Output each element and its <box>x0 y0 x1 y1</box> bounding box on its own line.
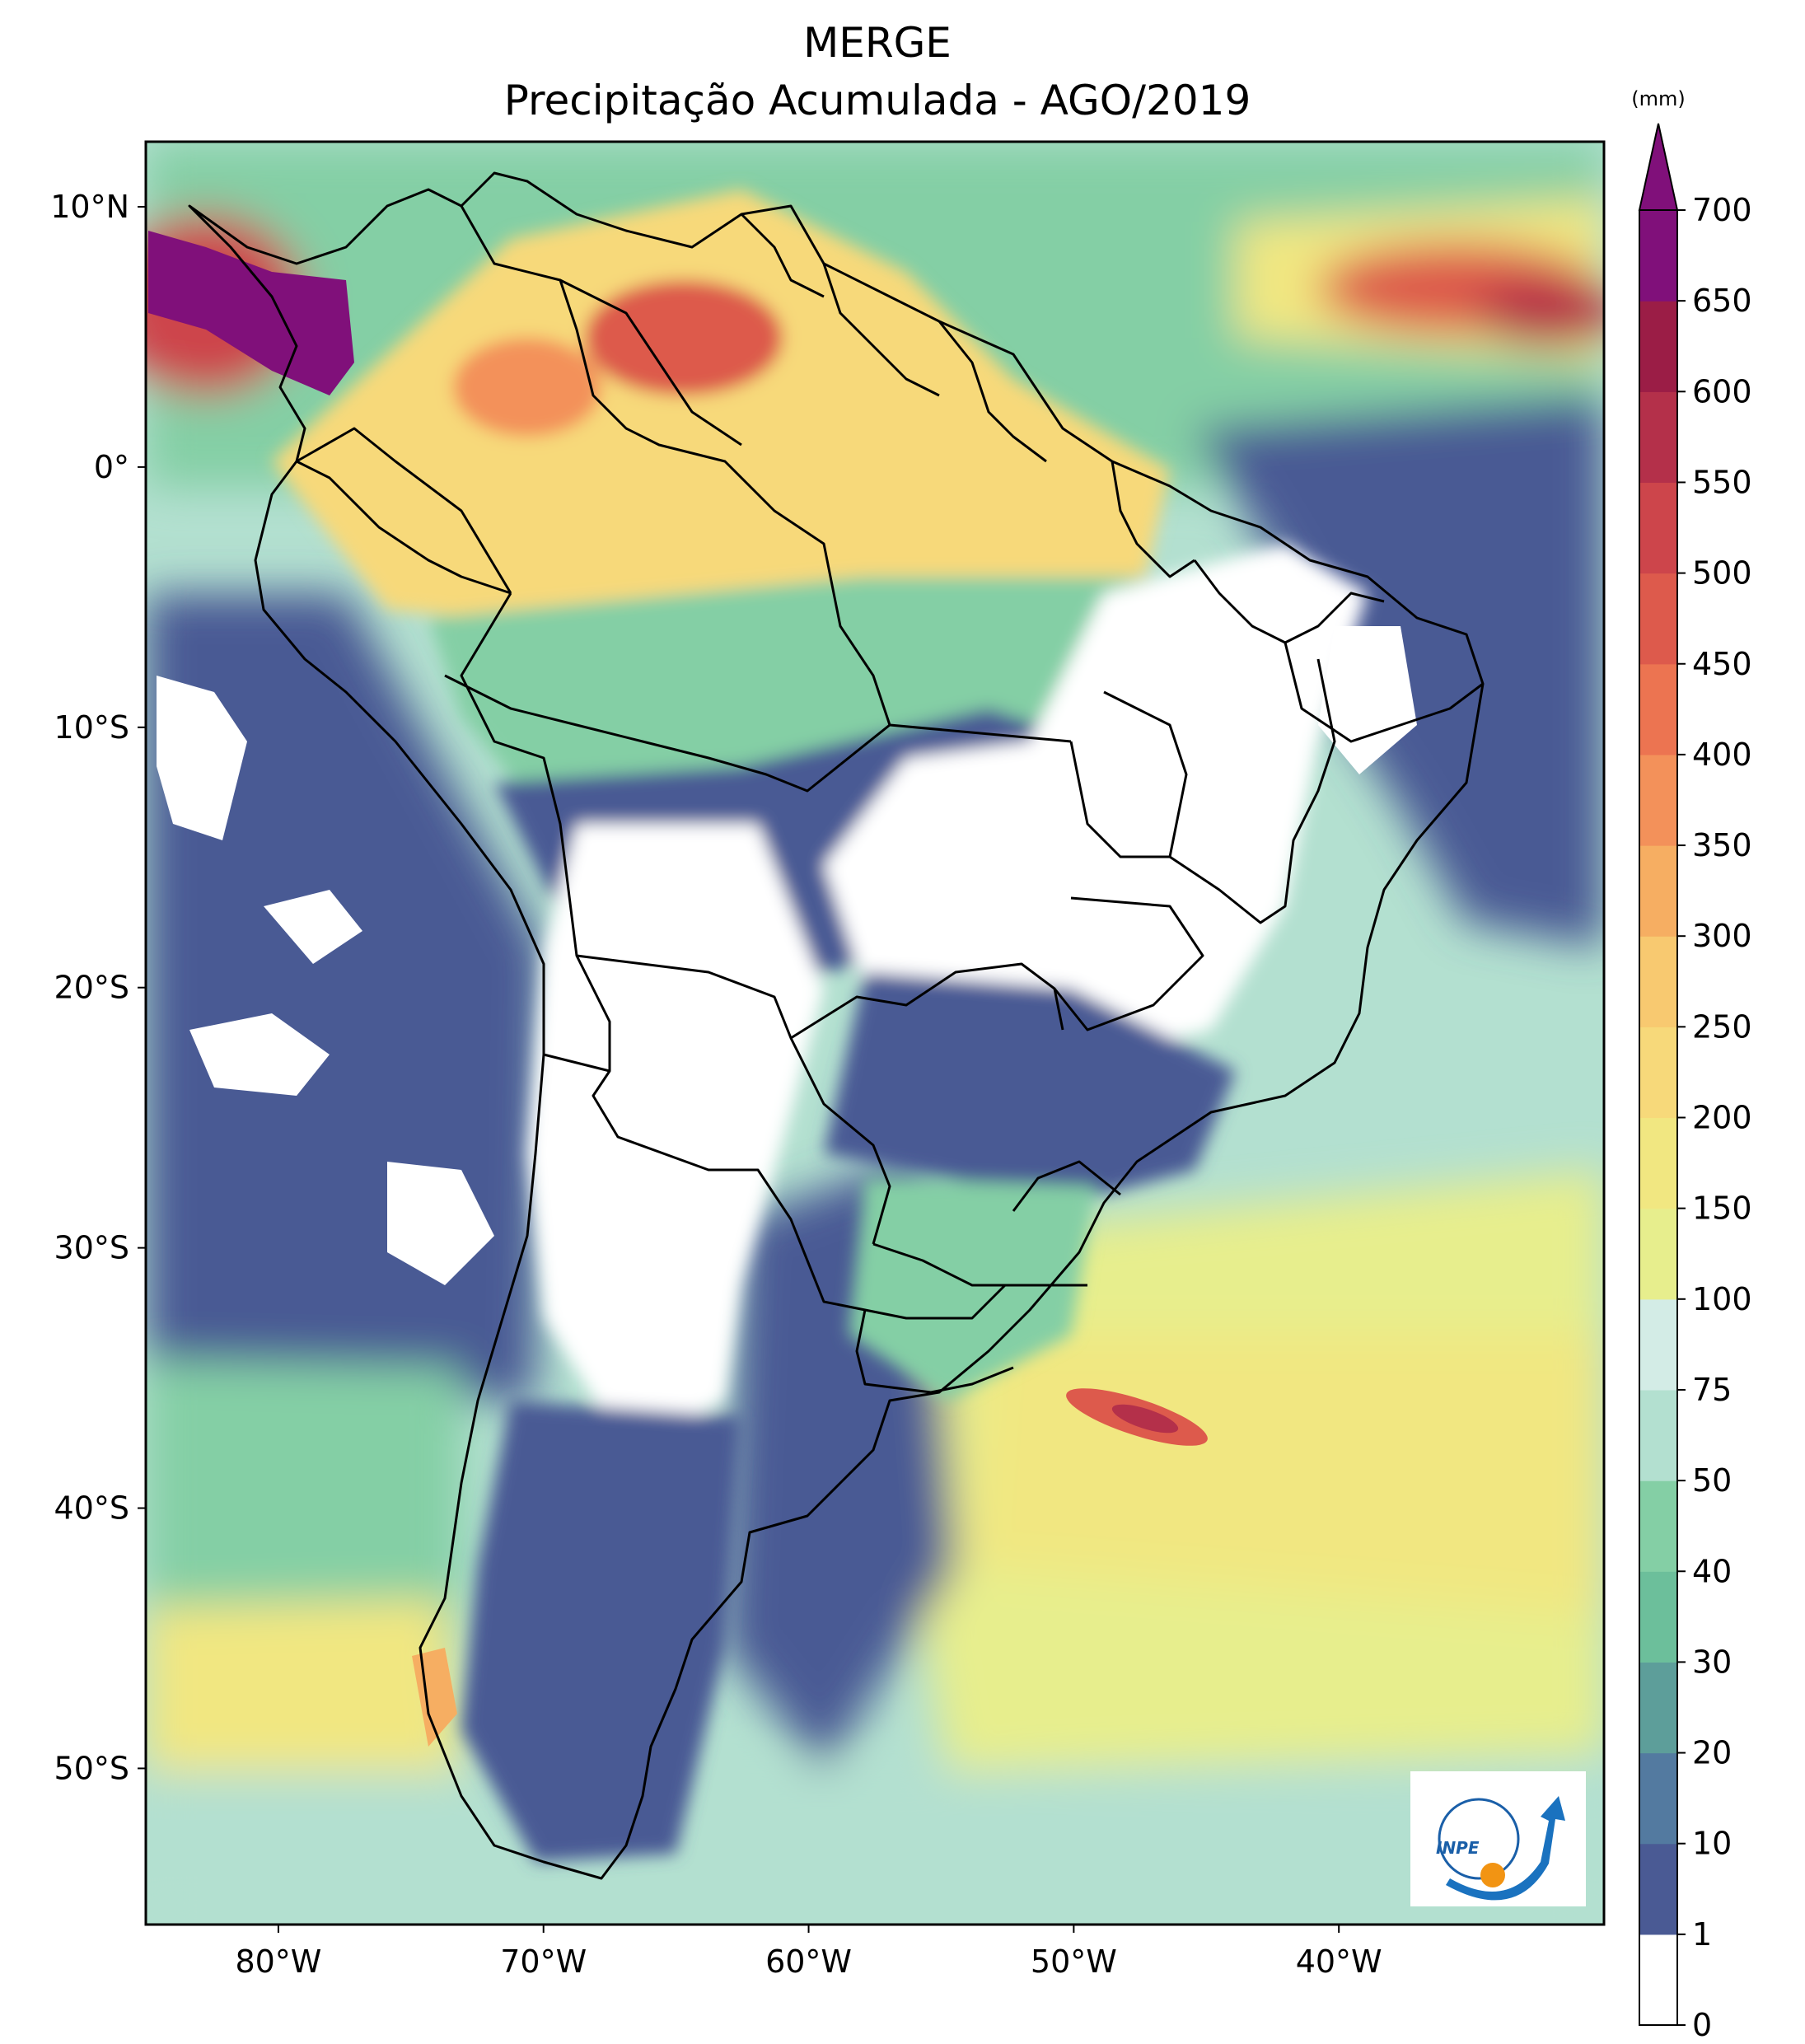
colorbar-segment <box>1639 1208 1677 1300</box>
colorbar-segment <box>1639 482 1677 574</box>
colorbar-segment <box>1639 1027 1677 1119</box>
colorbar-tick-label: 20 <box>1692 1735 1732 1771</box>
colorbar-tick-label: 100 <box>1692 1281 1752 1317</box>
lon-tick-label: 60°W <box>765 1943 852 1980</box>
colorbar-tick-label: 300 <box>1692 918 1752 954</box>
colorbar-segment <box>1639 1843 1677 1935</box>
colorbar-segment <box>1639 391 1677 484</box>
colorbar-segment <box>1639 936 1677 1027</box>
lon-tick-label: 40°W <box>1296 1943 1382 1980</box>
arrow-swoosh-icon <box>1446 1796 1565 1901</box>
lat-tick-label: 0° <box>94 449 129 485</box>
lat-tick-label: 50°S <box>54 1750 129 1786</box>
colorbar-segment <box>1639 1389 1677 1481</box>
colorbar-segment <box>1639 210 1677 302</box>
lat-tick-label: 20°S <box>54 970 129 1006</box>
latitude-ticks: 10°N 0° 10°S 20°S 30°S 40°S 50°S <box>50 189 146 1786</box>
colorbar-tick-label: 30 <box>1692 1644 1732 1680</box>
orbit-ring-icon <box>1438 1798 1520 1880</box>
colorbar-tick-label: 1 <box>1692 1916 1712 1953</box>
colorbar-tick-label: 350 <box>1692 827 1752 863</box>
lon-tick-label: 50°W <box>1031 1943 1117 1980</box>
lat-tick-label: 40°S <box>54 1490 129 1527</box>
colorbar-tick-label: 50 <box>1692 1462 1732 1499</box>
longitude-ticks: 80°W 70°W 60°W 50°W 40°W <box>235 1925 1382 1980</box>
lon-tick-label: 80°W <box>235 1943 321 1980</box>
colorbar-tick-label: 10 <box>1692 1826 1732 1862</box>
colorbar-segment <box>1639 754 1677 846</box>
colorbar-segment <box>1639 1298 1677 1391</box>
colorbar-tick-label: 0 <box>1692 2007 1712 2043</box>
colorbar-segment <box>1639 1752 1677 1845</box>
colorbar-tick-label: 450 <box>1692 646 1752 682</box>
colorbar-tick-label: 500 <box>1692 555 1752 592</box>
colorbar-segment <box>1639 1571 1677 1663</box>
title-line2: Precipitação Acumulada - AGO/2019 <box>503 77 1251 124</box>
colorbar-tick-label: 150 <box>1692 1190 1752 1227</box>
colorbar-tick-label: 600 <box>1692 373 1752 409</box>
colorbar-segment <box>1639 1480 1677 1572</box>
colorbar-tick-label: 400 <box>1692 737 1752 773</box>
colorbar-unit: (mm) <box>1631 87 1685 110</box>
colorbar: 0 1 10 20 30 40 50 75 100 150 200 250 300 350 400 450 50… <box>1631 87 1751 2043</box>
lat-tick-label: 10°S <box>54 709 129 746</box>
logo-text: INPE <box>1436 1838 1480 1858</box>
colorbar-segment <box>1639 573 1677 665</box>
colorbar-tick-label: 75 <box>1692 1372 1732 1408</box>
lon-tick-label: 70°W <box>500 1943 587 1980</box>
colorbar-segment <box>1639 1934 1677 2026</box>
colorbar-tick-label: 550 <box>1692 464 1752 500</box>
colorbar-tick-label: 650 <box>1692 283 1752 319</box>
colorbar-tick-label: 40 <box>1692 1553 1732 1589</box>
colorbar-tick-label: 250 <box>1692 1008 1752 1045</box>
lat-tick-label: 10°N <box>50 189 129 225</box>
map-frame <box>144 140 1606 1926</box>
colorbar-tick-label: 200 <box>1692 1100 1752 1136</box>
title-line1: MERGE <box>803 19 952 67</box>
colorbar-segment <box>1639 1662 1677 1754</box>
colorbar-segment <box>1639 845 1677 937</box>
precipitation-field <box>146 142 1604 1925</box>
colorbar-segment <box>1639 663 1677 755</box>
colorbar-tick-label: 700 <box>1692 192 1752 228</box>
country-borders <box>188 171 1485 1880</box>
colorbar-extend-arrow <box>1638 123 1679 211</box>
colorbar-segment <box>1639 1117 1677 1209</box>
inpe-logo: INPE <box>1410 1771 1586 1906</box>
lat-tick-label: 30°S <box>54 1230 129 1266</box>
colorbar-segment <box>1639 301 1677 392</box>
sun-icon <box>1480 1863 1505 1887</box>
